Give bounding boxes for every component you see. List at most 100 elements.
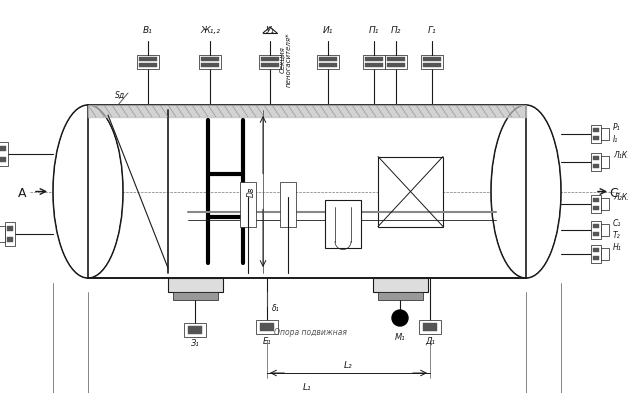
Text: С₁: С₁ <box>613 219 621 228</box>
Text: Ж₁,₂: Ж₁,₂ <box>200 26 220 35</box>
Text: Т₂: Т₂ <box>613 231 620 240</box>
Bar <box>365 57 383 61</box>
Bar <box>88 105 526 278</box>
Bar <box>201 57 219 61</box>
Text: Р₁: Р₁ <box>613 123 620 132</box>
Text: М₁: М₁ <box>394 334 405 343</box>
Bar <box>317 55 339 69</box>
Bar <box>199 55 221 69</box>
Bar <box>319 57 337 61</box>
Bar <box>88 105 526 278</box>
Ellipse shape <box>53 105 123 278</box>
Bar <box>325 200 361 248</box>
Text: С: С <box>610 187 619 200</box>
Bar <box>0 156 6 162</box>
Bar <box>280 182 296 226</box>
Text: З₁: З₁ <box>191 338 199 347</box>
Bar <box>601 224 609 235</box>
Bar <box>259 55 281 69</box>
Bar <box>0 145 6 151</box>
Bar <box>419 320 441 334</box>
Bar <box>365 63 383 67</box>
Text: Л₁К₁: Л₁К₁ <box>613 151 628 160</box>
Bar <box>319 63 337 67</box>
Text: δ₁: δ₁ <box>272 304 279 313</box>
Bar <box>593 255 599 259</box>
Text: Секция
пеногасителя*: Секция пеногасителя* <box>278 33 291 87</box>
Bar <box>593 127 599 132</box>
Bar <box>601 156 609 167</box>
Bar <box>184 323 206 337</box>
Text: Dв: Dв <box>247 186 256 196</box>
Ellipse shape <box>54 106 122 277</box>
Circle shape <box>392 310 408 326</box>
Text: L₂: L₂ <box>344 360 352 369</box>
Bar <box>378 292 423 300</box>
Bar <box>591 220 601 239</box>
Bar <box>260 323 274 327</box>
Polygon shape <box>88 105 526 117</box>
Bar <box>593 136 599 140</box>
Bar <box>593 206 599 209</box>
Bar <box>593 156 599 160</box>
Bar <box>593 198 599 202</box>
Bar <box>240 182 256 226</box>
Bar <box>173 292 218 300</box>
Text: B₁: B₁ <box>143 26 153 35</box>
Bar <box>591 152 601 171</box>
Bar <box>260 327 274 331</box>
Text: Е₁: Е₁ <box>263 336 271 345</box>
Bar <box>261 63 279 67</box>
Text: П₁: П₁ <box>369 26 379 35</box>
Bar <box>591 195 601 213</box>
Bar <box>378 156 443 226</box>
Bar <box>601 248 609 259</box>
Ellipse shape <box>491 105 561 278</box>
Bar <box>0 141 8 165</box>
Bar <box>593 163 599 167</box>
Bar <box>601 198 609 209</box>
Text: Д₁: Д₁ <box>425 336 435 345</box>
Bar <box>188 326 202 330</box>
Bar <box>201 63 219 67</box>
Text: Г₁: Г₁ <box>428 26 436 35</box>
Bar <box>601 127 609 140</box>
Bar <box>423 57 441 61</box>
Bar <box>256 320 278 334</box>
Bar <box>168 278 223 292</box>
Bar <box>137 55 159 69</box>
Bar <box>363 55 385 69</box>
Text: Н₁: Н₁ <box>613 243 622 252</box>
Bar <box>591 244 601 263</box>
Bar <box>5 222 15 246</box>
Text: Опора подвижная: Опора подвижная <box>274 328 347 337</box>
Text: L₁: L₁ <box>303 384 311 393</box>
Text: Л₂К₂: Л₂К₂ <box>613 193 628 202</box>
Bar <box>373 278 428 292</box>
Bar <box>423 323 437 327</box>
Bar <box>261 57 279 61</box>
Bar <box>387 63 405 67</box>
Bar <box>385 55 407 69</box>
Bar <box>421 55 443 69</box>
Text: А: А <box>18 187 26 200</box>
Bar <box>593 231 599 235</box>
Bar <box>139 57 157 61</box>
Bar <box>7 237 13 242</box>
Bar <box>593 248 599 252</box>
Text: И₁: И₁ <box>323 26 333 35</box>
Text: П₂: П₂ <box>391 26 401 35</box>
Text: У₁: У₁ <box>266 26 274 35</box>
Text: I₁: I₁ <box>613 135 618 144</box>
Bar <box>139 63 157 67</box>
Bar <box>593 224 599 228</box>
Text: Sд: Sд <box>115 91 125 100</box>
Bar <box>7 226 13 231</box>
Bar <box>591 125 601 143</box>
Bar <box>188 330 202 334</box>
Bar <box>423 327 437 331</box>
Bar <box>0 226 5 242</box>
Bar <box>387 57 405 61</box>
Ellipse shape <box>492 106 560 277</box>
Bar <box>423 63 441 67</box>
